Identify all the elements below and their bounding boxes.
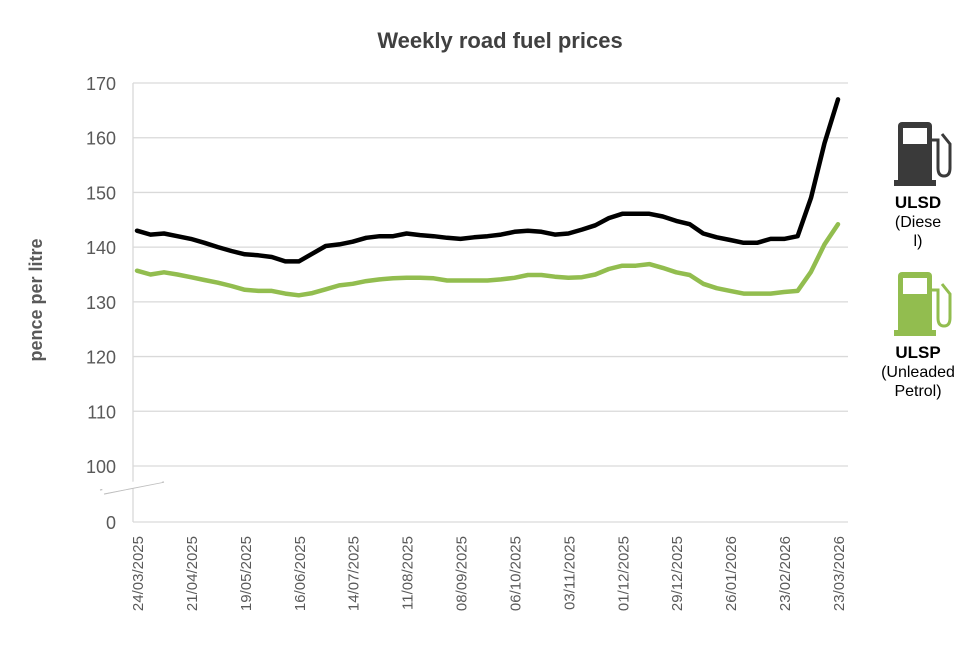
y-tick-label: 150 xyxy=(86,183,116,203)
y-tick-label: 110 xyxy=(87,402,116,422)
x-tick-label: 14/07/2025 xyxy=(346,536,363,611)
axis-break-gap xyxy=(101,476,163,494)
y-tick-label: 130 xyxy=(86,293,116,313)
x-tick-label: 11/08/2025 xyxy=(400,536,417,610)
x-tick-label: 21/04/2025 xyxy=(184,536,201,611)
x-tick-label: 23/03/2026 xyxy=(831,536,848,611)
legend-diesel: ULSD (Diesel) xyxy=(878,118,958,251)
legend-petrol-name: ULSP xyxy=(895,343,941,362)
x-tick-label: 24/03/2025 xyxy=(130,536,147,611)
x-tick-label: 26/01/2026 xyxy=(723,536,740,611)
x-tick-label: 16/06/2025 xyxy=(292,536,309,611)
y-tick-label: 120 xyxy=(86,348,116,368)
y-tick-label: 170 xyxy=(86,74,116,94)
legend-petrol: ULSP (Unleaded Petrol) xyxy=(868,268,968,401)
fuel-pump-icon xyxy=(894,122,952,186)
series-line-ulsd xyxy=(134,97,841,264)
x-tick-label: 06/10/2025 xyxy=(507,536,524,611)
legend-diesel-sub: (Diesel) xyxy=(894,214,942,250)
y-axis-label: pence per litre xyxy=(26,238,46,361)
x-tick-label: 23/02/2026 xyxy=(777,536,794,611)
y-tick-label: 160 xyxy=(86,129,116,149)
x-tick-label: 01/12/2025 xyxy=(615,536,632,611)
chart-title: Weekly road fuel prices xyxy=(377,28,622,53)
x-tick-label: 29/12/2025 xyxy=(669,536,686,611)
y-tick-label: 100 xyxy=(86,457,116,477)
y-tick-label: 0 xyxy=(106,513,116,533)
x-tick-label: 19/05/2025 xyxy=(238,536,255,611)
y-tick-label: 140 xyxy=(86,238,116,258)
x-tick-label: 03/11/2025 xyxy=(561,536,578,610)
fuel-pump-icon xyxy=(894,272,952,336)
x-tick-label: 08/09/2025 xyxy=(454,536,471,611)
legend-petrol-sub: (Unleaded Petrol) xyxy=(881,364,955,400)
legend-diesel-name: ULSD xyxy=(894,193,942,212)
